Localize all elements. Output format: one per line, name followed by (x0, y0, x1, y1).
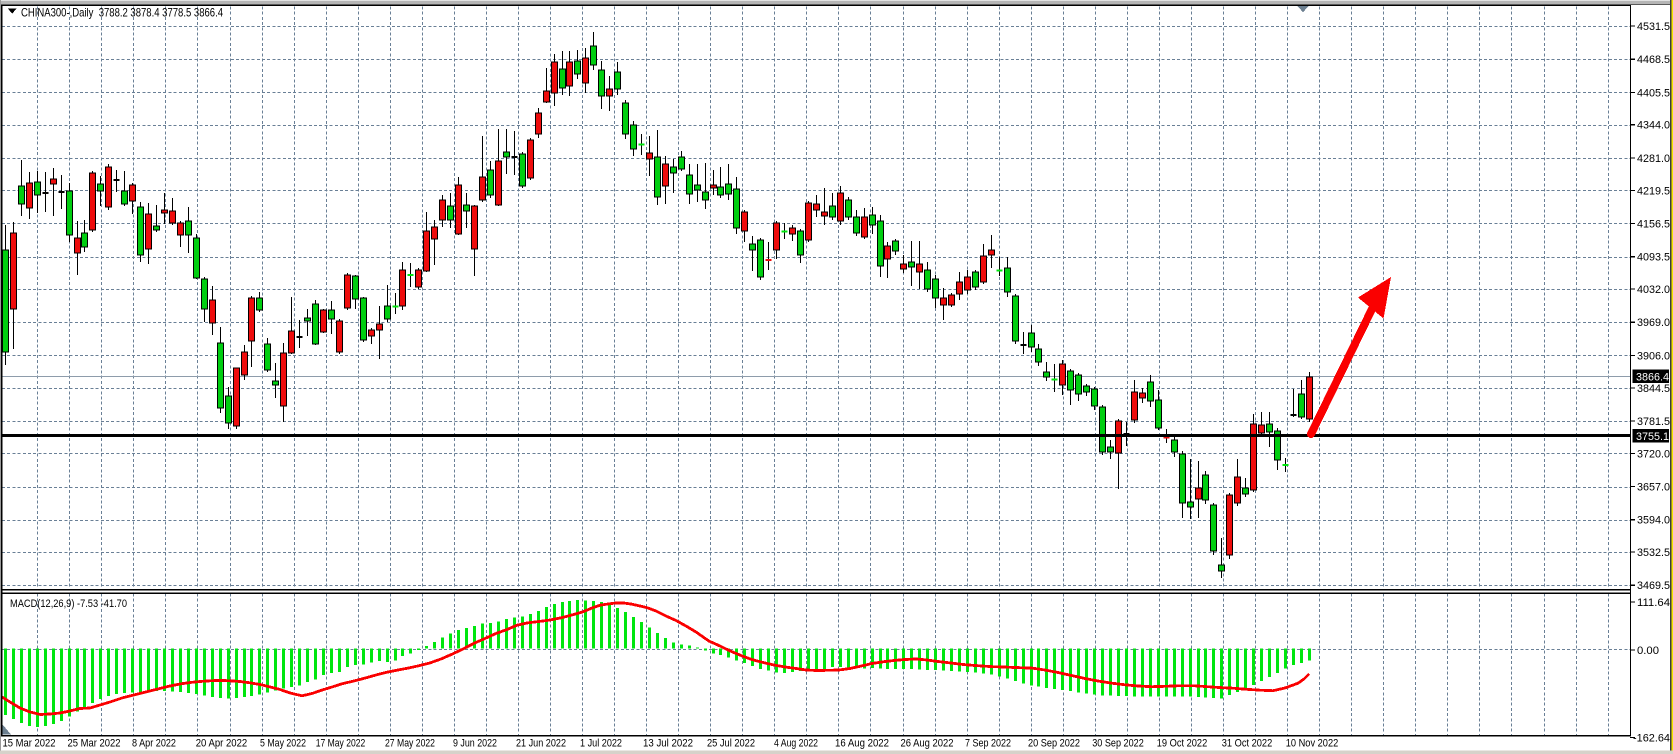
svg-text:4156.5: 4156.5 (1637, 219, 1670, 231)
svg-text:10 Nov 2022: 10 Nov 2022 (1286, 738, 1339, 750)
svg-text:5 May 2022: 5 May 2022 (260, 738, 306, 750)
svg-text:20 Apr 2022: 20 Apr 2022 (196, 738, 248, 750)
svg-text:19 Oct 2022: 19 Oct 2022 (1157, 738, 1208, 750)
svg-text:7 Sep 2022: 7 Sep 2022 (965, 738, 1011, 750)
svg-text:25 Jul 2022: 25 Jul 2022 (707, 738, 755, 750)
svg-text:4531.5: 4531.5 (1637, 21, 1670, 33)
svg-text:17 May 2022: 17 May 2022 (316, 738, 366, 750)
svg-text:3906.0: 3906.0 (1637, 350, 1670, 362)
svg-text:30 Sep 2022: 30 Sep 2022 (1092, 738, 1144, 750)
svg-text:3755.1: 3755.1 (1636, 431, 1669, 443)
svg-text:MACD(12,26,9) -7.53 -41.70: MACD(12,26,9) -7.53 -41.70 (10, 598, 127, 610)
svg-text:15 Mar 2022: 15 Mar 2022 (3, 738, 56, 750)
svg-text:4344.0: 4344.0 (1637, 120, 1670, 132)
svg-text:8 Apr 2022: 8 Apr 2022 (132, 738, 176, 750)
svg-text:3720.0: 3720.0 (1637, 448, 1670, 460)
svg-text:31 Oct 2022: 31 Oct 2022 (1222, 738, 1273, 750)
svg-text:-162.64: -162.64 (1633, 733, 1670, 745)
svg-text:3844.5: 3844.5 (1637, 383, 1670, 395)
svg-text:21 Jun 2022: 21 Jun 2022 (516, 738, 566, 750)
svg-text:4468.5: 4468.5 (1637, 54, 1670, 66)
svg-text:111.64: 111.64 (1637, 597, 1670, 609)
svg-text:3866.4: 3866.4 (1636, 372, 1669, 384)
svg-text:26 Aug 2022: 26 Aug 2022 (901, 738, 954, 750)
svg-text:3657.0: 3657.0 (1637, 482, 1670, 494)
svg-text:25 Mar 2022: 25 Mar 2022 (68, 738, 121, 750)
svg-text:20 Sep 2022: 20 Sep 2022 (1028, 738, 1080, 750)
svg-text:16 Aug 2022: 16 Aug 2022 (835, 738, 889, 750)
svg-text:4219.5: 4219.5 (1637, 185, 1670, 197)
svg-text:4 Aug 2022: 4 Aug 2022 (774, 738, 818, 750)
svg-text:3594.0: 3594.0 (1637, 515, 1670, 527)
svg-text:13 Jul 2022: 13 Jul 2022 (643, 738, 693, 750)
svg-text:4093.5: 4093.5 (1637, 252, 1670, 264)
svg-text:4281.0: 4281.0 (1637, 153, 1670, 165)
svg-text:CHINA300-,Daily 3788.2 3878.4: CHINA300-,Daily 3788.2 3878.4 3778.5 386… (21, 5, 223, 19)
svg-text:3781.5: 3781.5 (1637, 416, 1670, 428)
svg-text:1 Jul 2022: 1 Jul 2022 (580, 738, 622, 750)
svg-text:3969.0: 3969.0 (1637, 317, 1670, 329)
svg-text:0.00: 0.00 (1637, 645, 1659, 657)
svg-text:4405.5: 4405.5 (1637, 87, 1670, 99)
svg-text:3532.5: 3532.5 (1637, 547, 1670, 559)
svg-text:4032.0: 4032.0 (1637, 284, 1670, 296)
svg-text:27 May 2022: 27 May 2022 (385, 738, 435, 750)
svg-text:3469.5: 3469.5 (1637, 580, 1670, 592)
svg-text:9 Jun 2022: 9 Jun 2022 (453, 738, 497, 750)
